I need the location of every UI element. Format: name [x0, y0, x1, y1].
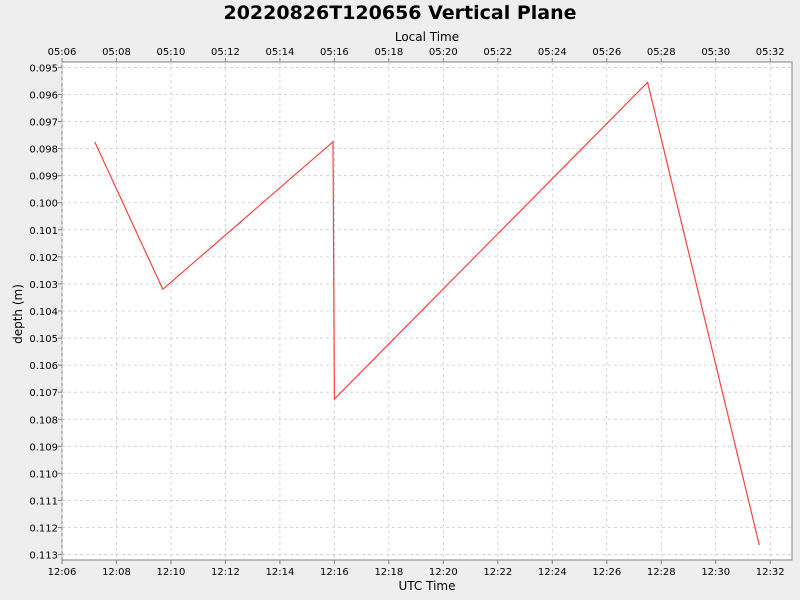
y-tick-label: 0.104 — [29, 307, 58, 318]
x-tick-label: 12:18 — [374, 567, 403, 578]
x-tick-label: 12:16 — [320, 567, 349, 578]
y-tick-label: 0.113 — [29, 551, 58, 562]
y-tick-label: 0.109 — [29, 442, 58, 453]
y-tick-label: 0.103 — [29, 280, 58, 291]
x2-tick-label: 05:08 — [102, 47, 131, 58]
y-tick-label: 0.099 — [29, 172, 58, 183]
x2-tick-label: 05:24 — [538, 47, 567, 58]
x-tick-label: 12:28 — [647, 567, 676, 578]
x2-tick-label: 05:06 — [48, 47, 77, 58]
bottom-axis-title: UTC Time — [399, 579, 456, 593]
chart-title: 20220826T120656 Vertical Plane — [223, 2, 576, 24]
x-tick-label: 12:26 — [592, 567, 621, 578]
x2-tick-label: 05:22 — [483, 47, 512, 58]
x-tick-label: 12:22 — [483, 567, 512, 578]
y-tick-label: 0.097 — [29, 118, 58, 129]
x-tick-label: 12:08 — [102, 567, 131, 578]
y-tick-label: 0.110 — [29, 469, 58, 480]
y-tick-label: 0.102 — [29, 253, 58, 264]
y-tick-label: 0.111 — [29, 496, 58, 507]
y-tick-label: 0.096 — [29, 90, 58, 101]
y-axis-title: depth (m) — [11, 284, 25, 344]
x2-tick-label: 05:14 — [265, 47, 294, 58]
x2-tick-label: 05:20 — [429, 47, 458, 58]
y-tick-label: 0.098 — [29, 145, 58, 156]
x-tick-label: 12:14 — [265, 567, 294, 578]
x2-tick-label: 05:16 — [320, 47, 349, 58]
x-tick-label: 12:30 — [701, 567, 730, 578]
x2-tick-label: 05:30 — [701, 47, 730, 58]
grid — [61, 62, 792, 560]
y-tick-label: 0.100 — [29, 199, 58, 210]
y-tick-label: 0.105 — [29, 334, 58, 345]
y-tick-label: 0.107 — [29, 388, 58, 399]
x2-tick-label: 05:12 — [211, 47, 240, 58]
x-tick-label: 12:10 — [157, 567, 186, 578]
x2-tick-label: 05:26 — [592, 47, 621, 58]
x-tick-label: 12:24 — [538, 567, 567, 578]
y-tick-label: 0.112 — [29, 524, 58, 535]
x-tick-label: 12:12 — [211, 567, 240, 578]
axes: 12:06 12:08 12:10 12:12 12:14 12:16 12:18 12:20… — [29, 47, 784, 578]
y-tick-label: 0.095 — [29, 63, 58, 74]
depth-series-line — [94, 81, 760, 546]
series-layer — [94, 81, 760, 546]
x2-tick-label: 05:28 — [647, 47, 676, 58]
y-tick-label: 0.106 — [29, 361, 58, 372]
top-axis-title: Local Time — [395, 30, 459, 44]
x-tick-label: 12:32 — [756, 567, 785, 578]
x2-tick-label: 05:10 — [157, 47, 186, 58]
x2-tick-label: 05:18 — [374, 47, 403, 58]
x-tick-label: 12:20 — [429, 567, 458, 578]
x2-tick-label: 05:32 — [756, 47, 785, 58]
x-tick-label: 12:06 — [48, 567, 77, 578]
y-tick-label: 0.108 — [29, 415, 58, 426]
y-tick-label: 0.101 — [29, 226, 58, 237]
